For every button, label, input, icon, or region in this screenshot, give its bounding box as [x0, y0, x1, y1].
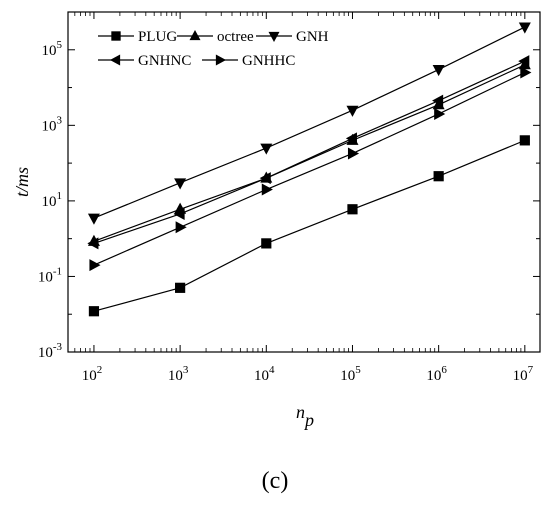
series-plug — [88, 135, 530, 317]
series-gnhnc — [87, 55, 530, 250]
legend-label: GNHNC — [138, 53, 191, 69]
marker-triangle-down — [260, 143, 273, 155]
legend-entry-octree: octree — [177, 29, 254, 45]
series-octree — [87, 58, 531, 246]
marker-triangle-down — [432, 65, 445, 77]
marker-square — [261, 238, 272, 249]
legend-entry-gnhnc: GNHNC — [98, 53, 191, 69]
plot-frame — [67, 11, 541, 353]
series-gnh — [87, 22, 531, 225]
x-tick-label: 103 — [168, 364, 189, 384]
axis-labels: np t/ms — [12, 167, 314, 430]
marker-triangle-left — [259, 172, 271, 185]
legend-label: GNHHC — [242, 53, 295, 69]
marker-square — [519, 135, 530, 146]
y-tick-label: 10-1 — [38, 265, 62, 285]
legend-label: GNH — [296, 29, 329, 45]
marker-triangle-down — [87, 213, 100, 225]
marker-triangle-right — [89, 259, 101, 272]
marker-triangle-right — [520, 66, 532, 79]
x-tick-label: 105 — [340, 364, 361, 384]
legend-entry-gnhhc: GNHHC — [202, 53, 295, 69]
series-line — [93, 71, 526, 266]
marker-square — [88, 306, 100, 317]
legend-entry-plug: PLUG — [98, 29, 177, 45]
legend: PLUG octree GNH GNHNC GNHHC — [98, 29, 329, 69]
marker-triangle-left — [109, 54, 121, 66]
series-line — [93, 60, 526, 244]
x-tick-label: 102 — [82, 364, 103, 384]
marker-triangle-down — [346, 105, 359, 117]
marker-triangle-down — [518, 22, 531, 34]
legend-label: octree — [217, 29, 254, 45]
marker-square — [433, 171, 444, 182]
marker-triangle-up — [189, 29, 201, 41]
marker-triangle-right — [434, 107, 446, 120]
marker-triangle-down — [174, 178, 187, 190]
legend-entry-gnh: GNH — [256, 29, 329, 45]
marker-triangle-right — [347, 147, 360, 160]
y-tick-label: 103 — [42, 114, 63, 134]
series-line — [93, 139, 526, 312]
marker-triangle-right — [261, 183, 273, 196]
marker-triangle-right — [215, 54, 227, 66]
marker-square — [347, 204, 358, 215]
marker-triangle-right — [175, 221, 187, 234]
axes — [67, 11, 541, 353]
marker-triangle-left — [345, 132, 357, 145]
x-tick-label: 104 — [254, 364, 275, 384]
ticks: 102 103 104 105 106 107 10-3 10-1 101 103 105 — [38, 11, 540, 384]
y-tick-label: 101 — [42, 190, 63, 210]
marker-square — [111, 31, 121, 41]
series-line — [93, 64, 526, 242]
marker-triangle-left — [518, 55, 530, 68]
x-axis-label: np — [296, 402, 314, 430]
legend-label: PLUG — [138, 29, 177, 45]
y-tick-label: 105 — [42, 39, 63, 59]
series-group — [87, 22, 532, 317]
y-tick-label: 10-3 — [38, 341, 63, 361]
x-tick-label: 106 — [426, 364, 447, 384]
marker-triangle-left — [87, 237, 99, 250]
y-axis-label: t/ms — [12, 167, 32, 197]
marker-triangle-left — [432, 94, 444, 107]
marker-square — [175, 282, 186, 293]
series-line — [93, 26, 526, 219]
figure-caption: (c) — [261, 468, 289, 494]
x-tick-label: 107 — [513, 364, 534, 384]
marker-triangle-down — [268, 31, 280, 43]
series-gnhhc — [89, 66, 532, 272]
marker-triangle-left — [173, 207, 185, 220]
